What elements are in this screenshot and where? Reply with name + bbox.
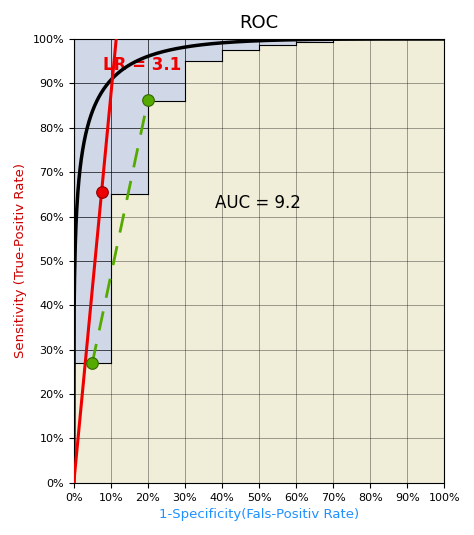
Y-axis label: Sensitivity (True-Positiv Rate): Sensitivity (True-Positiv Rate) <box>14 163 27 358</box>
Bar <box>222 39 259 50</box>
Point <box>89 359 96 368</box>
Title: ROC: ROC <box>239 14 279 32</box>
Text: LR = 3.1: LR = 3.1 <box>103 56 182 74</box>
Bar <box>259 39 296 45</box>
Point <box>98 188 105 196</box>
X-axis label: 1-Specificity(Fals-Positiv Rate): 1-Specificity(Fals-Positiv Rate) <box>159 508 359 521</box>
Bar <box>296 39 333 42</box>
Bar <box>111 39 148 194</box>
Bar <box>74 39 111 363</box>
Bar <box>185 39 222 61</box>
Bar <box>148 39 185 101</box>
Text: AUC = 9.2: AUC = 9.2 <box>215 194 301 212</box>
Point <box>144 96 152 104</box>
